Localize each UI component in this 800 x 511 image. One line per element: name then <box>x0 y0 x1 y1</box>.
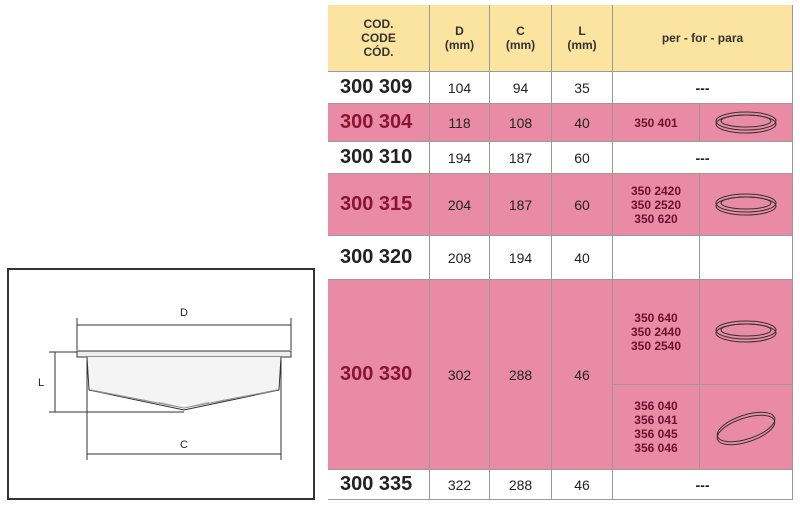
text-line: 356 046 <box>634 441 678 455</box>
cell-l: 60 <box>552 174 613 236</box>
cell-l: 46 <box>552 470 613 500</box>
cell-l: 40 <box>552 104 613 142</box>
cell-d: 194 <box>430 142 490 174</box>
cell-for: --- <box>613 142 793 174</box>
cell-d: 204 <box>430 174 490 236</box>
text-line: 350 620 <box>634 211 678 226</box>
cell-c: 288 <box>490 280 552 470</box>
cell-icon <box>700 104 793 142</box>
cell-code: 300 309 <box>328 72 430 104</box>
cell-icon <box>700 280 793 385</box>
text-line: 350 2520 <box>630 197 682 212</box>
text-line: 350 2420 <box>630 183 682 198</box>
text-line: 356 045 <box>634 427 678 441</box>
text-line: 350 401 <box>634 115 678 130</box>
header-l: L (mm) <box>552 5 613 72</box>
text-line: (mm) <box>444 38 475 52</box>
text-line: CÓD. <box>363 45 394 59</box>
text-line: COD. <box>363 17 394 31</box>
cell-c: 288 <box>490 470 552 500</box>
header-for: per - for - para <box>613 5 793 72</box>
ring-icon <box>715 193 777 215</box>
text-line: 356 041 <box>634 413 678 427</box>
text-line: 350 2540 <box>630 339 682 353</box>
diagram-box: D L C <box>7 268 315 500</box>
cell-code: 300 310 <box>328 142 430 174</box>
cell-code: 300 304 <box>328 104 430 142</box>
cell-l: 60 <box>552 142 613 174</box>
diagram: D L C <box>38 307 292 460</box>
text-line: L <box>578 24 586 38</box>
ring-icon <box>715 320 777 343</box>
header-c: C (mm) <box>490 5 552 72</box>
cell-for: 350 640 350 2440 350 2540 <box>613 280 700 385</box>
ring-icon <box>716 411 776 446</box>
label-l: L <box>38 377 44 389</box>
cell-d: 302 <box>430 280 490 470</box>
cell-l: 46 <box>552 280 613 470</box>
cell-d: 118 <box>430 104 490 142</box>
cell-c: 194 <box>490 236 552 280</box>
cell-l: 40 <box>552 236 613 280</box>
cell-code: 300 320 <box>328 236 430 280</box>
text-line: (mm) <box>505 38 536 52</box>
text-line: 350 2440 <box>630 325 682 339</box>
cell-c: 94 <box>490 72 552 104</box>
cell-c: 187 <box>490 174 552 236</box>
label-c: C <box>180 439 188 451</box>
label-d: D <box>180 307 188 319</box>
cell-icon <box>700 174 793 236</box>
text-line: D <box>455 24 464 38</box>
cell-c: 187 <box>490 142 552 174</box>
cell-code: 300 315 <box>328 174 430 236</box>
text-line: 356 040 <box>634 399 678 413</box>
cell-for: 350 401 <box>613 104 700 142</box>
cell-code: 300 335 <box>328 470 430 500</box>
ring-icon <box>715 111 777 133</box>
cell-code: 300 330 <box>328 280 430 470</box>
cell-d: 322 <box>430 470 490 500</box>
cell-for <box>613 236 700 280</box>
cell-icon <box>700 236 793 280</box>
cell-l: 35 <box>552 72 613 104</box>
cell-d: 208 <box>430 236 490 280</box>
header-code: COD. CODE CÓD. <box>328 5 430 72</box>
cell-icon <box>700 385 793 470</box>
text-line: CODE <box>361 31 396 45</box>
cell-c: 108 <box>490 104 552 142</box>
header-d: D (mm) <box>430 5 490 72</box>
cell-for: --- <box>613 72 793 104</box>
text-line: C <box>516 24 525 38</box>
cell-for: 356 040 356 041 356 045 356 046 <box>613 385 700 470</box>
text-line: (mm) <box>567 38 597 52</box>
cell-for: 350 2420 350 2520 350 620 <box>613 174 700 236</box>
text-line: 350 640 <box>634 311 678 325</box>
cell-for: --- <box>613 470 793 500</box>
cell-d: 104 <box>430 72 490 104</box>
